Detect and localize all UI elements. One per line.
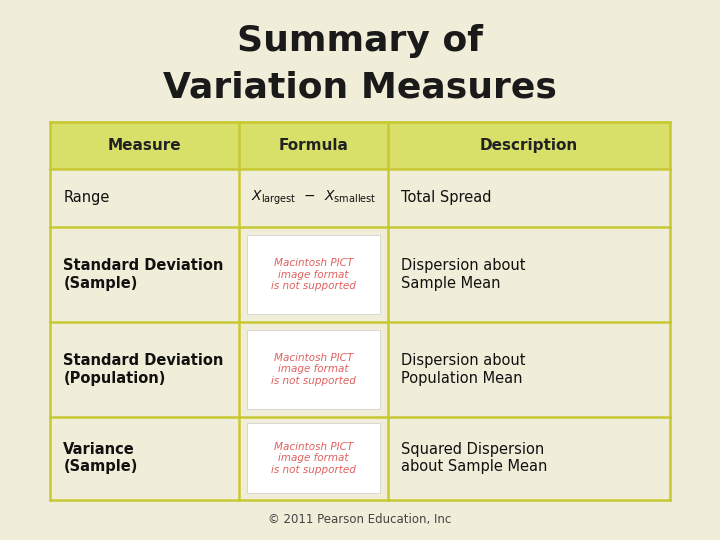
Bar (50, 417, 670, 500)
Text: Total Spread: Total Spread (401, 191, 491, 206)
Bar (50, 322, 670, 417)
Text: Variance
(Sample): Variance (Sample) (63, 442, 138, 474)
Bar (247, 329, 380, 409)
Text: Dispersion about
Sample Mean: Dispersion about Sample Mean (401, 259, 526, 291)
Bar (50, 122, 670, 168)
Bar (247, 235, 380, 314)
Text: Macintosh PICT
image format
is not supported: Macintosh PICT image format is not suppo… (271, 258, 356, 291)
Text: © 2011 Pearson Education, Inc: © 2011 Pearson Education, Inc (269, 514, 451, 526)
Text: Measure: Measure (108, 138, 181, 153)
Text: Macintosh PICT
image format
is not supported: Macintosh PICT image format is not suppo… (271, 353, 356, 386)
Bar (50, 168, 670, 227)
Text: Variation Measures: Variation Measures (163, 70, 557, 104)
Text: Macintosh PICT
image format
is not supported: Macintosh PICT image format is not suppo… (271, 442, 356, 475)
Text: Range: Range (63, 191, 109, 206)
Text: Squared Dispersion
about Sample Mean: Squared Dispersion about Sample Mean (401, 442, 547, 474)
Text: Dispersion about
Population Mean: Dispersion about Population Mean (401, 353, 526, 386)
Text: Standard Deviation
(Sample): Standard Deviation (Sample) (63, 259, 224, 291)
Bar (50, 227, 670, 322)
Text: $\mathit{X}_{\mathrm{largest}}$  $-$  $\mathit{X}_{\mathrm{smallest}}$: $\mathit{X}_{\mathrm{largest}}$ $-$ $\ma… (251, 189, 377, 207)
Text: Description: Description (480, 138, 578, 153)
Text: Formula: Formula (279, 138, 348, 153)
Bar (247, 423, 380, 493)
Text: Summary of: Summary of (237, 24, 483, 58)
Text: Standard Deviation
(Population): Standard Deviation (Population) (63, 353, 224, 386)
